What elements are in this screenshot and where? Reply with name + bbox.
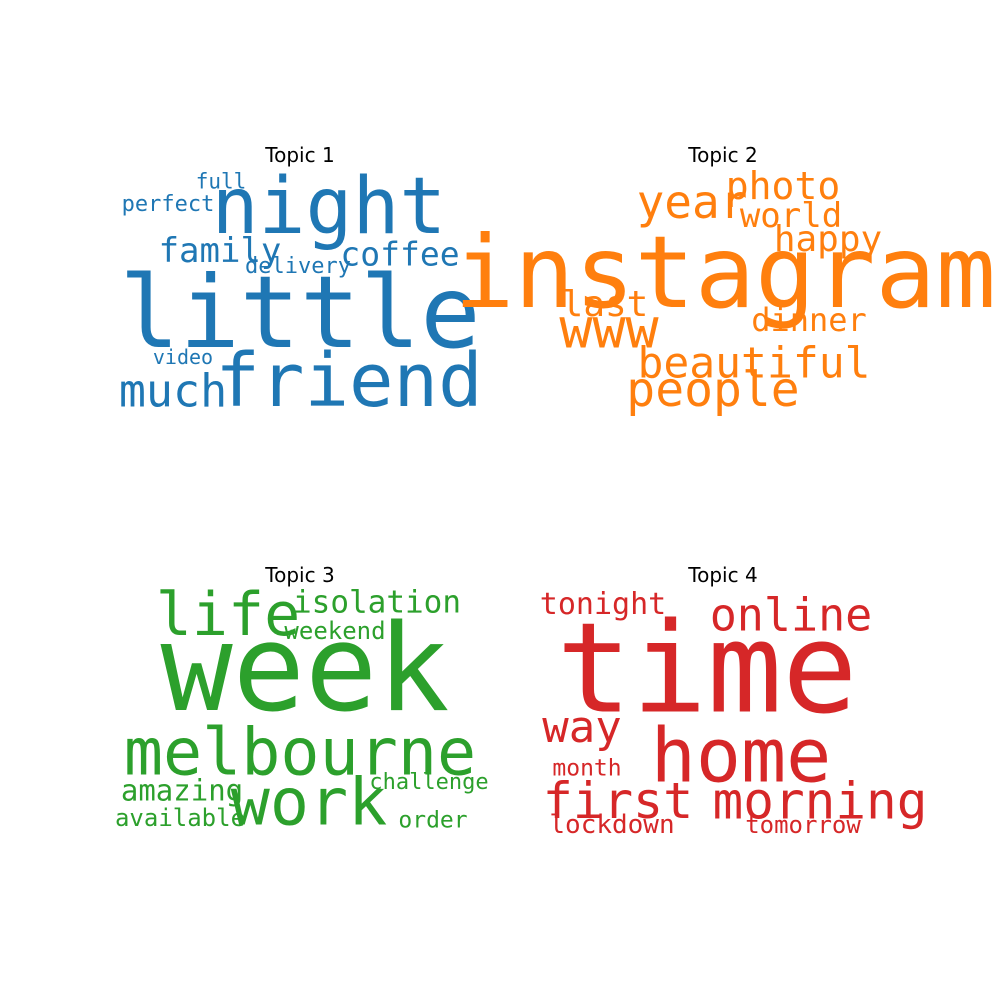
topic-1-title: Topic 1 xyxy=(265,143,335,167)
word-perfect: perfect xyxy=(121,192,215,217)
word-little: little xyxy=(119,254,481,371)
word-dinner: dinner xyxy=(751,301,867,339)
word-order: order xyxy=(398,807,468,834)
topic-1-wordcloud: little night friend much family coffee deliver… xyxy=(118,162,483,424)
word-last: last xyxy=(561,284,649,325)
word-challenge: challenge xyxy=(369,770,489,795)
word-isolation: isolation xyxy=(293,584,461,621)
word-photo: photo xyxy=(725,164,841,208)
word-video: video xyxy=(152,345,214,369)
word-happy: happy xyxy=(773,219,883,260)
word-first: first xyxy=(542,772,694,830)
word-family: family xyxy=(158,231,282,271)
word-instagram: instagram xyxy=(454,214,996,331)
word-night: night xyxy=(211,162,447,252)
topic-3-wordcloud: week melbourne work life isolation amazing wee… xyxy=(115,580,489,841)
word-online: online xyxy=(709,588,873,642)
topic-2-title: Topic 2 xyxy=(688,143,758,167)
topic-4-title: Topic 4 xyxy=(688,563,758,587)
word-weekend: weekend xyxy=(284,617,386,645)
word-morning: morning xyxy=(712,772,928,832)
word-friend: friend xyxy=(215,338,483,424)
word-much: much xyxy=(118,364,228,418)
word-tonight: tonight xyxy=(539,587,667,622)
word-www: www xyxy=(559,296,659,361)
topic-4-wordcloud: time home morning first online way tonight lock… xyxy=(540,585,928,840)
word-time: time xyxy=(556,596,858,742)
word-people: people xyxy=(626,362,800,418)
word-amazing: amazing xyxy=(120,773,244,808)
word-lockdown: lockdown xyxy=(549,810,675,840)
topic-3-title: Topic 3 xyxy=(265,563,335,587)
word-work: work xyxy=(230,765,388,841)
word-delivery: delivery xyxy=(245,254,351,279)
word-year: year xyxy=(636,175,748,229)
word-way: way xyxy=(542,702,622,753)
topic-2-wordcloud: instagram www people year beautiful photo last… xyxy=(454,164,996,418)
word-available: available xyxy=(114,804,246,832)
word-beautiful: beautiful xyxy=(637,338,871,389)
word-melbourne: melbourne xyxy=(123,715,477,791)
word-week: week xyxy=(160,600,450,739)
word-home: home xyxy=(650,711,832,800)
word-full: full xyxy=(195,169,247,194)
word-tomorrow: tomorrow xyxy=(745,811,861,839)
word-month: month xyxy=(552,755,622,782)
word-life: life xyxy=(155,580,301,650)
word-world: world xyxy=(739,196,843,236)
word-coffee: coffee xyxy=(340,234,460,274)
